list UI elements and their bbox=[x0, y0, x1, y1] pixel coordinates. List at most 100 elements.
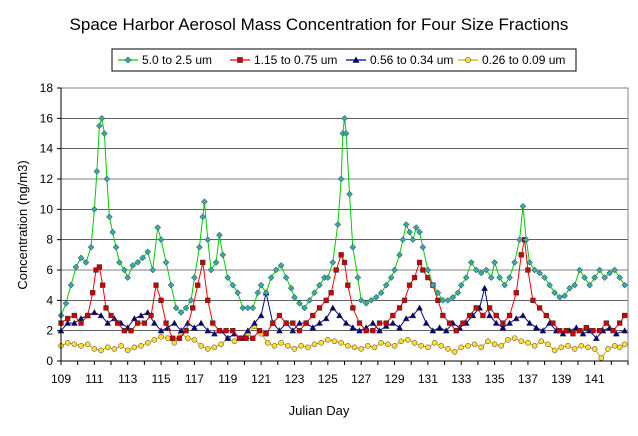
data-point bbox=[150, 319, 158, 326]
data-point bbox=[306, 296, 313, 304]
data-point bbox=[100, 282, 106, 288]
data-point bbox=[526, 259, 533, 266]
data-point bbox=[338, 252, 344, 258]
data-point bbox=[93, 168, 101, 175]
data-point bbox=[429, 327, 437, 334]
data-point bbox=[309, 324, 317, 331]
data-point bbox=[229, 281, 237, 289]
data-point bbox=[244, 304, 252, 312]
legend-item: 1.15 to 0.75 um bbox=[230, 53, 337, 67]
data-point bbox=[605, 346, 611, 352]
data-point bbox=[112, 243, 120, 251]
data-point bbox=[363, 328, 369, 334]
data-point bbox=[97, 311, 105, 319]
x-tick-label: 125 bbox=[318, 372, 338, 386]
data-point bbox=[518, 338, 525, 345]
data-point bbox=[496, 274, 503, 281]
data-point bbox=[200, 259, 206, 266]
data-point bbox=[563, 328, 569, 334]
data-point bbox=[115, 320, 121, 326]
data-point bbox=[621, 281, 629, 289]
data-point bbox=[617, 320, 623, 326]
data-point bbox=[536, 305, 543, 311]
data-point bbox=[65, 315, 71, 322]
data-point bbox=[106, 213, 113, 221]
data-point bbox=[551, 289, 558, 297]
data-point bbox=[352, 56, 360, 63]
data-point bbox=[579, 330, 587, 337]
x-axis-title: Julian Day bbox=[289, 403, 350, 418]
data-point bbox=[541, 274, 548, 281]
data-point bbox=[124, 56, 132, 64]
x-tick-label: 141 bbox=[585, 372, 605, 386]
data-point bbox=[611, 343, 618, 349]
data-point bbox=[329, 304, 337, 311]
data-point bbox=[516, 236, 523, 244]
data-point bbox=[104, 344, 111, 351]
data-point bbox=[129, 262, 137, 269]
data-point bbox=[135, 320, 141, 326]
data-point bbox=[349, 243, 357, 251]
data-point bbox=[78, 320, 84, 326]
data-point bbox=[263, 331, 269, 337]
data-point bbox=[538, 338, 545, 345]
data-point bbox=[93, 267, 99, 273]
y-tick-label: 14 bbox=[40, 142, 54, 156]
data-point bbox=[201, 198, 208, 206]
data-point bbox=[439, 296, 447, 304]
series-0 bbox=[57, 114, 629, 319]
data-point bbox=[416, 228, 423, 236]
data-point bbox=[499, 324, 507, 331]
data-point bbox=[591, 274, 599, 281]
data-point bbox=[349, 324, 357, 331]
data-point bbox=[389, 319, 397, 326]
data-point bbox=[581, 274, 588, 281]
data-point bbox=[460, 320, 466, 326]
data-point bbox=[482, 266, 490, 274]
data-point bbox=[134, 259, 142, 266]
data-point bbox=[210, 320, 216, 326]
x-tick-label: 133 bbox=[451, 372, 471, 386]
data-point bbox=[391, 266, 398, 274]
x-tick-label: 127 bbox=[351, 372, 371, 386]
data-point bbox=[462, 274, 470, 281]
data-point bbox=[481, 284, 489, 291]
data-point bbox=[190, 305, 196, 311]
data-point bbox=[163, 320, 169, 326]
data-point bbox=[331, 338, 338, 345]
data-point bbox=[345, 343, 351, 349]
data-point bbox=[236, 335, 243, 341]
data-point bbox=[345, 282, 351, 288]
data-point bbox=[550, 320, 556, 326]
data-point bbox=[526, 319, 534, 326]
data-point bbox=[218, 341, 224, 348]
data-point bbox=[377, 289, 385, 297]
legend: 5.0 to 2.5 um 1.15 to 0.75 um 0.56 to 0.34… bbox=[111, 48, 577, 72]
data-point bbox=[342, 130, 350, 137]
data-point bbox=[272, 266, 280, 274]
data-point bbox=[62, 300, 70, 307]
data-point bbox=[190, 324, 198, 331]
data-point bbox=[197, 319, 205, 326]
data-point bbox=[525, 267, 531, 273]
data-point bbox=[71, 312, 77, 319]
data-point bbox=[210, 330, 218, 337]
data-point bbox=[530, 297, 536, 303]
y-tick-label: 16 bbox=[40, 111, 54, 125]
data-point bbox=[532, 324, 540, 331]
data-point bbox=[111, 346, 118, 352]
data-point bbox=[324, 274, 332, 281]
data-point bbox=[322, 315, 330, 322]
data-point bbox=[402, 221, 410, 228]
data-point bbox=[191, 274, 198, 281]
data-point bbox=[64, 340, 71, 346]
data-point bbox=[446, 320, 453, 326]
data-point bbox=[334, 221, 342, 228]
data-point bbox=[566, 284, 573, 292]
y-tick-label: 18 bbox=[40, 81, 54, 95]
data-point bbox=[453, 328, 459, 334]
data-point bbox=[103, 175, 111, 183]
data-point bbox=[199, 213, 207, 221]
data-point bbox=[449, 293, 457, 301]
